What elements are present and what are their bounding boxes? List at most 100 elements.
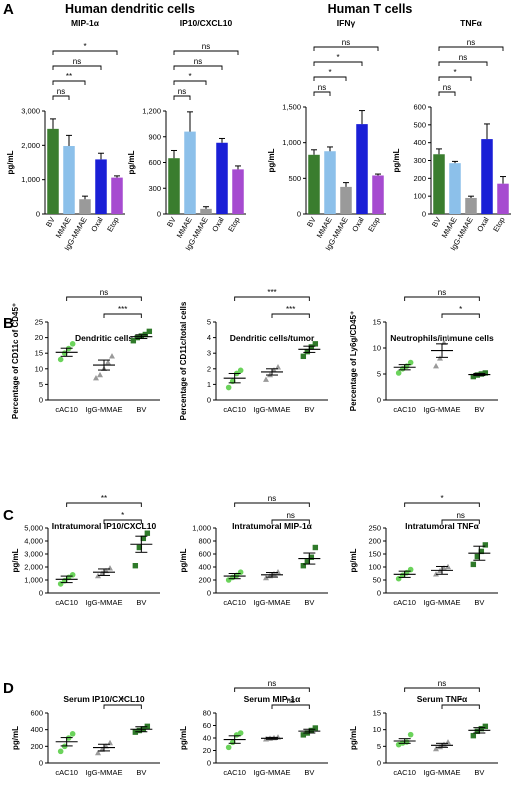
data-point: [308, 727, 315, 734]
x-tick-label: cAC10: [393, 405, 416, 414]
data-point: [144, 530, 151, 536]
significance-label: ns: [438, 679, 446, 688]
significance-label: ns: [342, 38, 350, 47]
data-point: [437, 355, 443, 361]
bar: [184, 131, 196, 214]
data-point: [267, 371, 273, 378]
data-point: [105, 359, 111, 365]
x-tick-label: Oxal: [89, 215, 105, 233]
significance-label: *: [459, 696, 462, 705]
y-tick-label: 0: [39, 759, 43, 768]
significance-label: *: [328, 68, 331, 77]
x-tick-label: IgG-MMAE: [423, 405, 460, 414]
significance-label: ns: [443, 83, 451, 92]
x-tick-label: cAC10: [223, 768, 246, 777]
data-point: [69, 341, 76, 347]
y-tick-label: 500: [288, 174, 301, 183]
y-tick-label: 2: [207, 364, 211, 373]
y-axis-title: pg/mL: [6, 150, 15, 174]
scatter-chart-c1: 0 1,000 2,000 3,000 4,000 5,000 pg/mL Intratumo…: [11, 494, 160, 607]
significance-label: ns: [178, 87, 186, 96]
data-point: [237, 367, 244, 374]
y-tick-label: 15: [373, 709, 381, 718]
scatter-chart-c2: 0 200 400 600 800 1,000 pg/mL Intratumoral MIP-…: [179, 494, 328, 607]
bar: [63, 146, 75, 214]
bar: [95, 159, 107, 214]
significance-bracket: [66, 502, 142, 507]
data-point: [312, 725, 319, 731]
significance-label: **: [66, 72, 72, 81]
y-tick-label: 300: [148, 184, 161, 193]
data-point: [300, 353, 307, 360]
bar: [340, 186, 352, 214]
panel-label-c: C: [3, 507, 14, 524]
significance-label: ns: [456, 511, 464, 520]
data-point: [263, 376, 269, 382]
y-tick-label: 80: [203, 709, 211, 718]
chart-title: Serum MIP-1α: [244, 694, 301, 704]
bar-chart-a4: 0100200300400500600pg/mLTNFαBVMMAEIgG-MM…: [392, 18, 511, 252]
data-point: [237, 730, 244, 736]
y-tick-label: 1: [207, 380, 211, 389]
y-tick-label: 50: [373, 576, 381, 585]
significance-label: *: [121, 696, 124, 705]
data-point: [445, 334, 451, 340]
significance-bracket: [103, 519, 142, 524]
y-tick-label: 600: [148, 158, 161, 167]
data-point: [482, 723, 489, 730]
significance-bracket: [313, 91, 331, 96]
significance-label: *: [459, 305, 462, 314]
y-tick-label: 0: [207, 589, 211, 598]
significance-label: ns: [467, 38, 475, 47]
significance-label: ns: [194, 57, 202, 66]
y-tick-label: 1,000: [21, 175, 40, 184]
chart-title: Dendritic cells: [75, 333, 133, 343]
data-point: [470, 732, 477, 739]
y-axis-title: pg/mL: [179, 726, 188, 750]
x-tick-label: BV: [44, 216, 57, 229]
data-point: [304, 348, 311, 355]
x-tick-label: BV: [305, 216, 318, 229]
x-tick-label: Oxal: [210, 215, 226, 233]
bar: [372, 175, 384, 214]
x-tick-label: cAC10: [223, 598, 246, 607]
chart-title: Neutrophils/immune cells: [390, 333, 494, 343]
y-tick-label: 5,000: [24, 524, 43, 533]
data-point: [225, 384, 232, 391]
significance-bracket: [271, 519, 310, 524]
panel-label-d: D: [3, 680, 14, 697]
significance-label: ns: [286, 696, 294, 705]
y-axis-title: pg/mL: [349, 726, 358, 750]
x-tick-label: BV: [474, 598, 484, 607]
chart-title: IFNγ: [337, 18, 356, 28]
x-tick-label: IgG-MMAE: [253, 768, 290, 777]
data-point: [57, 748, 64, 755]
x-tick-label: BV: [136, 598, 146, 607]
data-point: [395, 370, 402, 376]
data-point: [69, 731, 76, 737]
significance-bracket: [404, 687, 480, 692]
y-tick-label: 0: [377, 759, 381, 768]
scatter-chart-d2: 0 20 40 60 80 pg/mL Serum MIP-1α cAC10 IgG-MMAE B…: [179, 679, 328, 777]
significance-bracket: [438, 61, 488, 66]
scatter-chart-b2: 0 1 2 3 4 5 Percentage of CD11c/total cells Den…: [179, 288, 328, 420]
x-tick-label: BV: [136, 405, 146, 414]
y-tick-label: 2,000: [24, 563, 43, 572]
y-tick-label: 1,500: [282, 103, 301, 112]
bar: [481, 139, 493, 214]
y-axis-title: Percentage of CD11c of CD45⁺: [11, 303, 20, 419]
data-point: [109, 353, 115, 359]
y-tick-label: 20: [35, 333, 43, 342]
y-tick-label: 1,000: [24, 576, 43, 585]
panel-label-b: B: [3, 315, 14, 332]
data-point: [407, 359, 414, 366]
bar: [168, 158, 180, 214]
data-point: [304, 559, 311, 565]
significance-bracket: [313, 46, 379, 51]
data-point: [130, 338, 137, 344]
data-point: [146, 328, 153, 335]
data-point: [95, 749, 101, 756]
significance-label: ns: [459, 53, 467, 62]
data-point: [134, 334, 141, 341]
x-tick-label: Etop: [105, 216, 121, 234]
